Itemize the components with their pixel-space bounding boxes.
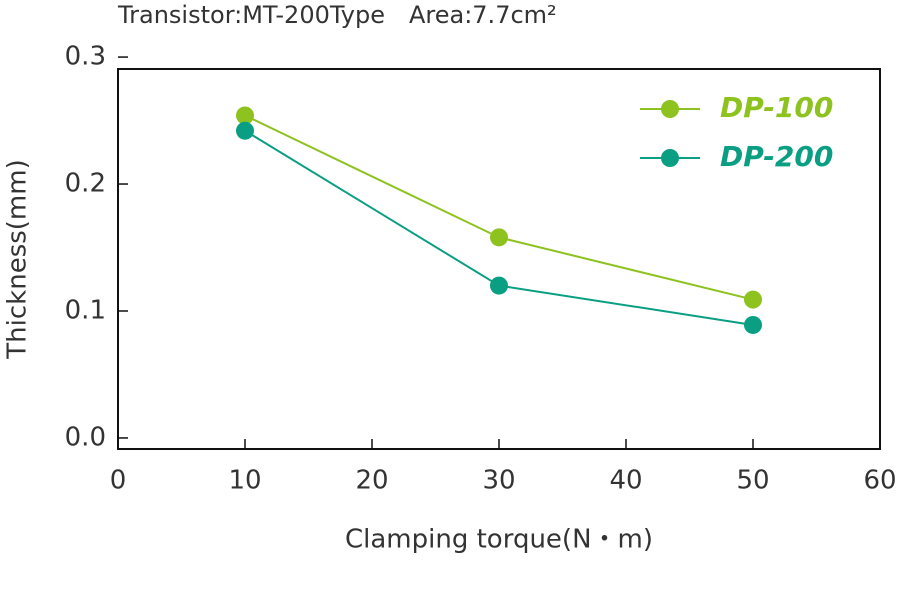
x-tick-label: 60: [863, 466, 896, 496]
x-tick-label: 20: [355, 466, 388, 496]
y-tick-label: 0.2: [65, 169, 106, 199]
data-point: [490, 228, 508, 247]
data-point: [744, 290, 762, 309]
x-tick-label: 10: [228, 466, 261, 496]
y-tick-label: 0.0: [65, 422, 106, 452]
x-tick-label: 40: [609, 466, 642, 496]
chart-subtitle: Transistor:MT-200Type Area:7.7cm²: [117, 1, 557, 29]
y-axis-title: Thickness(mm): [3, 159, 33, 359]
plot-frame: [117, 68, 881, 450]
legend-marker: [661, 100, 679, 118]
y-tick-label: 0.3: [65, 42, 106, 72]
data-point: [236, 106, 254, 125]
x-tick-label: 30: [482, 466, 515, 496]
data-point: [490, 276, 508, 295]
data-point: [744, 315, 762, 334]
y-tick-label: 0.1: [65, 295, 106, 325]
x-tick-label: 0: [110, 466, 127, 496]
legend-label: DP-200: [720, 140, 833, 173]
series-line: [244, 114, 754, 301]
x-axis-title: Clamping torque(N・m): [345, 525, 653, 555]
legend-label: DP-100: [720, 91, 833, 124]
data-point: [236, 121, 254, 140]
x-tick-label: 50: [736, 466, 769, 496]
legend-marker: [661, 149, 679, 167]
